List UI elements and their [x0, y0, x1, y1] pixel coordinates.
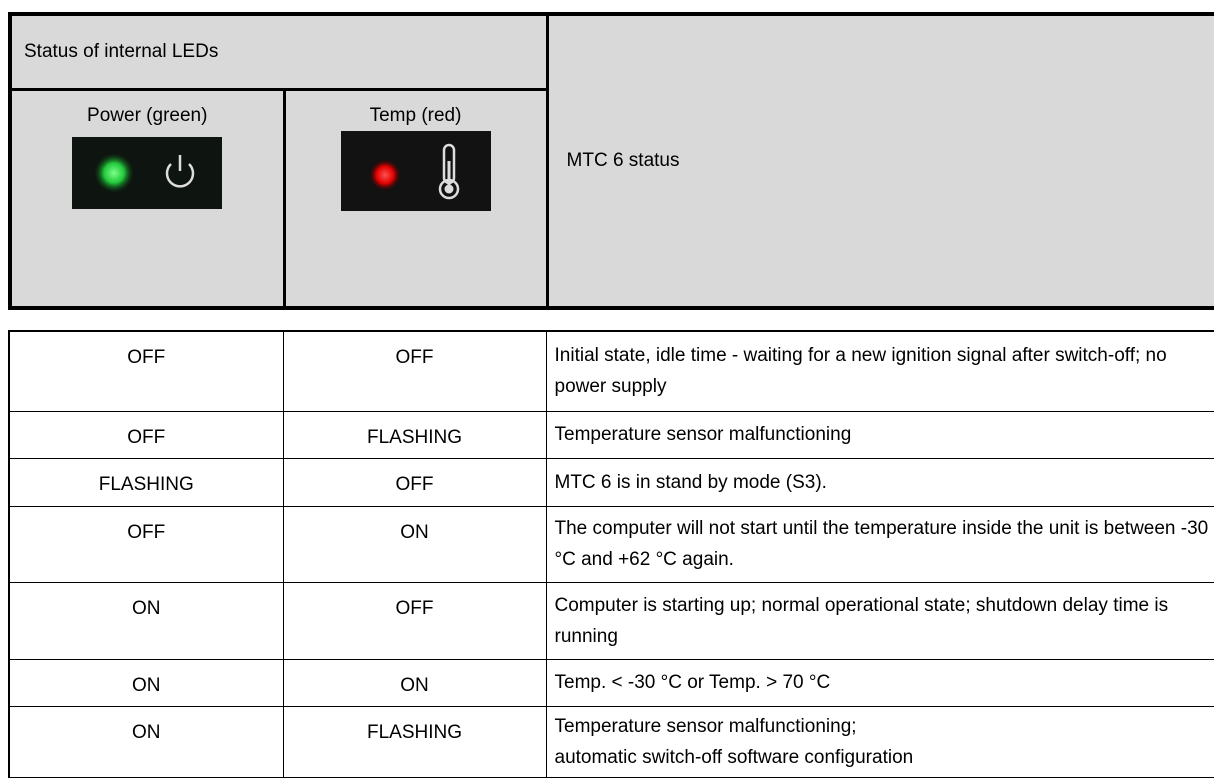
- power-state: ON: [9, 706, 283, 778]
- power-led-icon: [72, 137, 222, 209]
- status-description: Temperature sensor malfunctioning: [546, 411, 1214, 458]
- temp-state: FLASHING: [283, 411, 546, 458]
- header-table: Status of internal LEDs MTC 6 status Pow…: [8, 12, 1214, 310]
- status-header: MTC 6 status: [547, 14, 1214, 308]
- temp-state: ON: [283, 659, 546, 706]
- power-label: Power (green): [13, 105, 282, 127]
- power-cell: Power (green): [10, 90, 284, 309]
- status-description: Temperature sensor malfunctioning; autom…: [546, 706, 1214, 778]
- temp-state: OFF: [283, 582, 546, 659]
- page: Status of internal LEDs MTC 6 status Pow…: [0, 0, 1214, 778]
- temp-state: OFF: [283, 458, 546, 506]
- temp-led-icon: [341, 131, 491, 211]
- status-description: The computer will not start until the te…: [546, 506, 1214, 582]
- power-state: OFF: [9, 506, 283, 582]
- temp-state: OFF: [283, 331, 546, 411]
- temp-cell: Temp (red): [284, 90, 547, 309]
- temp-label: Temp (red): [287, 105, 545, 127]
- power-state: FLASHING: [9, 458, 283, 506]
- temp-state: ON: [283, 506, 546, 582]
- status-description: Temp. < -30 °C or Temp. > 70 °C: [546, 659, 1214, 706]
- power-state: ON: [9, 582, 283, 659]
- header-title: Status of internal LEDs: [10, 14, 547, 90]
- power-state: OFF: [9, 411, 283, 458]
- status-description: Initial state, idle time - waiting for a…: [546, 331, 1214, 411]
- power-state: OFF: [9, 331, 283, 411]
- status-description: Computer is starting up; normal operatio…: [546, 582, 1214, 659]
- temp-state: FLASHING: [283, 706, 546, 778]
- status-description: MTC 6 is in stand by mode (S3).: [546, 458, 1214, 506]
- power-state: ON: [9, 659, 283, 706]
